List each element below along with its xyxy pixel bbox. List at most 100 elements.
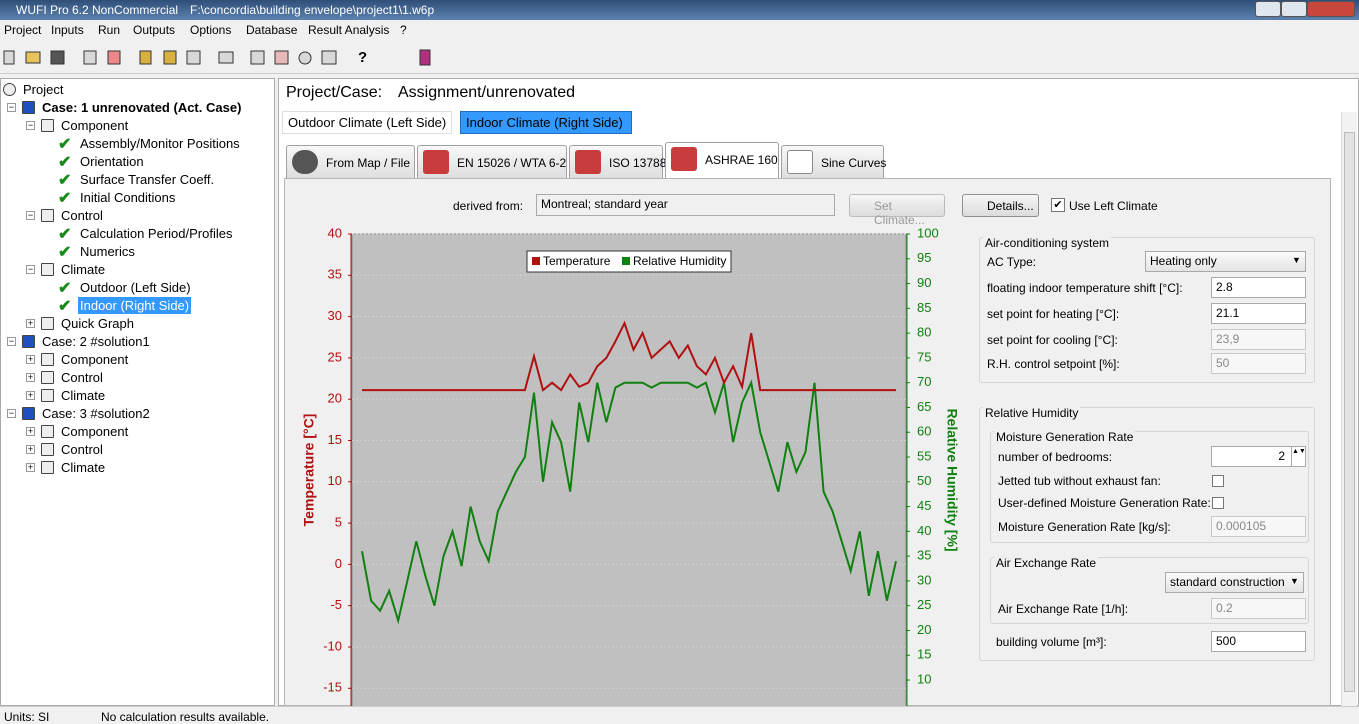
- tree-label[interactable]: Project: [21, 81, 65, 98]
- expander[interactable]: +: [26, 463, 35, 472]
- method-tab[interactable]: ISO 13788: [569, 145, 663, 178]
- tool-h[interactable]: [322, 51, 336, 64]
- tree-label[interactable]: Climate: [59, 261, 107, 278]
- tab-label[interactable]: Sine Curves: [821, 156, 886, 170]
- tab-label[interactable]: From Map / File: [326, 156, 410, 170]
- tool-new[interactable]: [4, 51, 14, 64]
- minimize-button[interactable]: [1255, 1, 1281, 17]
- spin-buttons[interactable]: ▲▼: [1291, 447, 1305, 466]
- tree-label[interactable]: Case: 2 #solution1: [40, 333, 152, 350]
- input-field[interactable]: 500: [1211, 631, 1306, 652]
- tree-label[interactable]: Numerics: [78, 243, 137, 260]
- tree-label[interactable]: Surface Transfer Coeff.: [78, 171, 216, 188]
- input-field[interactable]: 23,9: [1211, 329, 1306, 350]
- menu-item[interactable]: Result Analysis: [308, 23, 389, 37]
- node-icon: [41, 317, 54, 330]
- tree-label[interactable]: Assembly/Monitor Positions: [78, 135, 242, 152]
- use-left-checkbox[interactable]: ✔: [1051, 198, 1065, 212]
- expander[interactable]: +: [26, 391, 35, 400]
- tree-label[interactable]: Control: [59, 441, 105, 458]
- side-tab[interactable]: Outdoor Climate (Left Side): [282, 111, 452, 134]
- tree-label[interactable]: Orientation: [78, 153, 146, 170]
- help-icon[interactable]: ?: [358, 49, 367, 66]
- tool-open[interactable]: [26, 52, 40, 63]
- method-tab[interactable]: EN 15026 / WTA 6-2: [417, 145, 567, 178]
- menu-item[interactable]: Database: [246, 23, 297, 37]
- input-field[interactable]: standard construction: [1165, 572, 1304, 593]
- menu-item[interactable]: Run: [98, 23, 120, 37]
- node-icon: [22, 407, 35, 420]
- y-tick-label: 25: [328, 349, 342, 364]
- details-button[interactable]: Details...: [962, 194, 1039, 217]
- expander[interactable]: −: [26, 265, 35, 274]
- menu-item[interactable]: Outputs: [133, 23, 175, 37]
- tool-save[interactable]: [51, 51, 64, 64]
- expander[interactable]: −: [7, 103, 16, 112]
- tool-f[interactable]: [275, 51, 288, 64]
- expander[interactable]: +: [26, 445, 35, 454]
- tool-e[interactable]: [251, 51, 264, 64]
- expander[interactable]: −: [7, 337, 16, 346]
- close-button[interactable]: [1307, 1, 1355, 17]
- tree-label[interactable]: Calculation Period/Profiles: [78, 225, 234, 242]
- method-tab[interactable]: Sine Curves: [781, 145, 884, 178]
- derived-field[interactable]: Montreal; standard year: [536, 194, 835, 216]
- set-climate-button[interactable]: Set Climate...: [849, 194, 945, 217]
- tree-label[interactable]: Outdoor (Left Side): [78, 279, 193, 296]
- expander[interactable]: +: [26, 319, 35, 328]
- tool-c[interactable]: [187, 51, 200, 64]
- tree-label[interactable]: Indoor (Right Side): [78, 297, 191, 314]
- menu-item[interactable]: Project: [4, 23, 41, 37]
- tab-label[interactable]: ASHRAE 160: [705, 153, 778, 167]
- maximize-button[interactable]: [1281, 1, 1307, 17]
- node-icon: [41, 443, 54, 456]
- dropdown-arrow[interactable]: ▼: [1290, 576, 1299, 586]
- tree-label[interactable]: Case: 3 #solution2: [40, 405, 152, 422]
- tree-label[interactable]: Climate: [59, 459, 107, 476]
- dropdown-arrow[interactable]: ▼: [1292, 255, 1301, 265]
- scrollbar[interactable]: [1341, 112, 1357, 706]
- tree-label[interactable]: Case: 1 unrenovated (Act. Case): [40, 99, 243, 116]
- tree-label[interactable]: Control: [59, 207, 105, 224]
- tool-run[interactable]: [140, 51, 151, 64]
- menu-item[interactable]: ?: [400, 23, 407, 37]
- tool-b[interactable]: [108, 51, 120, 64]
- input-field[interactable]: 2.8: [1211, 277, 1306, 298]
- method-tab[interactable]: From Map / File: [286, 145, 415, 178]
- checkbox[interactable]: [1212, 497, 1224, 509]
- tree-label[interactable]: Control: [59, 369, 105, 386]
- tree-label[interactable]: Quick Graph: [59, 315, 136, 332]
- side-tab[interactable]: Indoor Climate (Right Side): [460, 111, 632, 134]
- tool-exit[interactable]: [420, 50, 430, 65]
- input-field[interactable]: 21.1: [1211, 303, 1306, 324]
- tool-a[interactable]: [84, 51, 96, 64]
- status-bar: Units: SI No calculation results availab…: [0, 706, 1359, 724]
- method-tab[interactable]: ASHRAE 160: [665, 142, 779, 179]
- input-field[interactable]: 0.2: [1211, 598, 1306, 619]
- tree-label[interactable]: Climate: [59, 387, 107, 404]
- expander[interactable]: −: [26, 211, 35, 220]
- expander[interactable]: +: [26, 355, 35, 364]
- tool-g[interactable]: [299, 52, 311, 64]
- tool-run2[interactable]: [164, 51, 176, 64]
- checkbox[interactable]: [1212, 475, 1224, 487]
- tree-label[interactable]: Component: [59, 423, 130, 440]
- tree-label[interactable]: Initial Conditions: [78, 189, 177, 206]
- menu-item[interactable]: Inputs: [51, 23, 84, 37]
- y2-tick-label: 45: [917, 498, 931, 513]
- tree-label[interactable]: Component: [59, 351, 130, 368]
- tree-label[interactable]: Component: [59, 117, 130, 134]
- y2-axis-title: Relative Humidity [%]: [944, 408, 960, 551]
- expander[interactable]: −: [7, 409, 16, 418]
- input-field[interactable]: 0.000105: [1211, 516, 1306, 537]
- input-field[interactable]: Heating only: [1145, 251, 1306, 272]
- tab-label[interactable]: EN 15026 / WTA 6-2: [457, 156, 566, 170]
- scroll-thumb[interactable]: [1344, 132, 1355, 692]
- expander[interactable]: +: [26, 427, 35, 436]
- expander[interactable]: −: [26, 121, 35, 130]
- expander[interactable]: +: [26, 373, 35, 382]
- tool-d[interactable]: [219, 52, 233, 63]
- menu-item[interactable]: Options: [190, 23, 231, 37]
- input-field[interactable]: 50: [1211, 353, 1306, 374]
- tab-label[interactable]: ISO 13788: [609, 156, 666, 170]
